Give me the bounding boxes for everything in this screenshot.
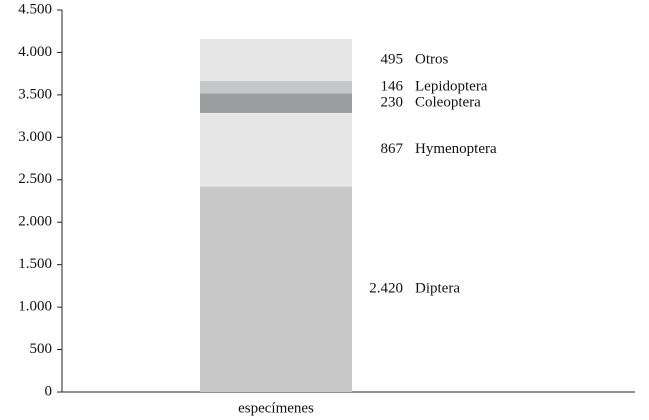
y-tick-label: 0 [45, 383, 53, 399]
series-label: Coleoptera [415, 95, 481, 111]
y-tick-label: 2.500 [18, 171, 52, 187]
y-tick-label: 4.000 [18, 44, 52, 60]
bar-segment [200, 112, 352, 187]
y-tick-label: 500 [30, 341, 53, 357]
data-label: 867 [381, 141, 404, 157]
y-tick-label: 2.000 [18, 214, 52, 230]
series-label: Lepidoptera [415, 79, 488, 95]
x-tick-label: especímenes [238, 400, 314, 416]
bar-segment [200, 93, 352, 113]
y-tick-label: 4.500 [18, 1, 52, 17]
data-label: 2.420 [369, 281, 403, 297]
bar-segment [200, 81, 352, 94]
y-tick-label: 3.000 [18, 129, 52, 145]
y-tick-label: 1.500 [18, 256, 52, 272]
series-label: Otros [415, 51, 448, 67]
y-tick-label: 1.000 [18, 299, 52, 315]
y-tick-label: 3.500 [18, 86, 52, 102]
bar-segment [200, 186, 352, 392]
bar-segment [200, 39, 352, 82]
series-label: Hymenoptera [415, 141, 497, 157]
series-label: Diptera [415, 281, 460, 297]
data-label: 495 [381, 51, 404, 67]
data-label: 146 [381, 79, 404, 95]
data-label: 230 [381, 95, 404, 111]
